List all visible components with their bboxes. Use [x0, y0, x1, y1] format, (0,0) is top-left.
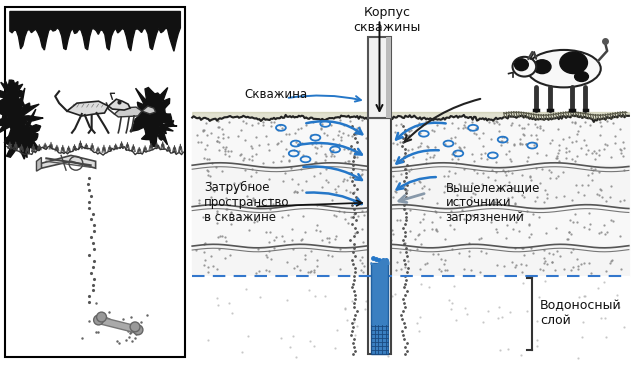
Ellipse shape — [527, 50, 601, 87]
Polygon shape — [142, 106, 156, 114]
Circle shape — [97, 312, 106, 322]
Text: Скважина: Скважина — [244, 88, 308, 101]
Polygon shape — [141, 98, 177, 145]
Polygon shape — [0, 84, 44, 158]
Text: Корпус
скважины: Корпус скважины — [354, 5, 421, 34]
Polygon shape — [36, 157, 42, 171]
Ellipse shape — [560, 52, 588, 74]
Polygon shape — [4, 108, 41, 159]
Bar — [371, 263, 388, 354]
Circle shape — [130, 322, 140, 332]
Polygon shape — [67, 101, 108, 116]
Circle shape — [133, 325, 143, 335]
Circle shape — [93, 315, 104, 325]
Bar — [367, 118, 391, 354]
Bar — [387, 37, 391, 118]
Polygon shape — [130, 88, 172, 147]
Polygon shape — [108, 99, 130, 110]
Ellipse shape — [533, 60, 551, 74]
Polygon shape — [115, 107, 142, 117]
Ellipse shape — [575, 72, 588, 81]
Polygon shape — [42, 155, 95, 168]
Bar — [367, 37, 391, 118]
Polygon shape — [10, 11, 180, 51]
Text: Водоносный
слой: Водоносный слой — [540, 299, 622, 327]
Ellipse shape — [513, 57, 536, 77]
Ellipse shape — [515, 59, 528, 71]
Text: Затрубное
пространство
в скважине: Затрубное пространство в скважине — [204, 181, 289, 224]
Polygon shape — [0, 80, 25, 124]
Text: Вышележащие
источники
загрязнений: Вышележащие источники загрязнений — [445, 181, 540, 224]
Bar — [5, 7, 186, 357]
